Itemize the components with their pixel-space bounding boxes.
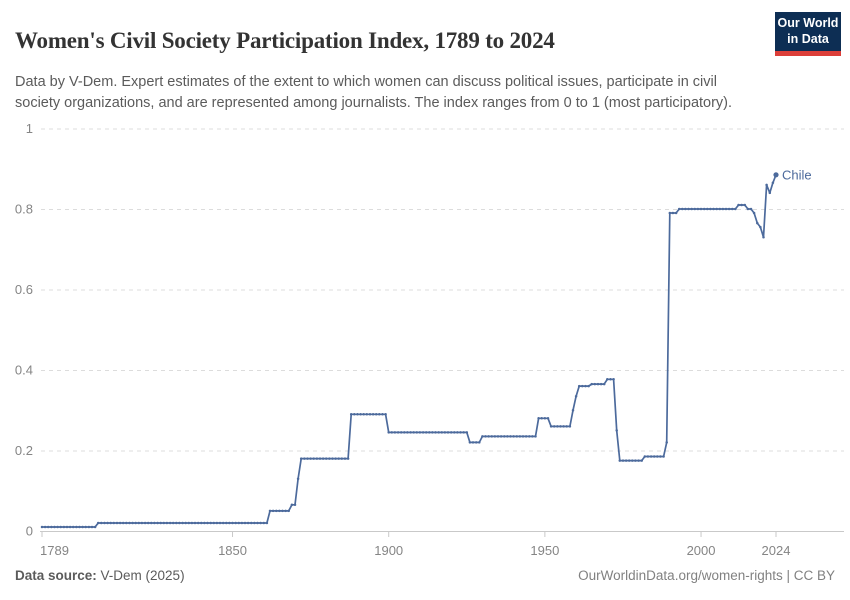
data-source: Data source: V-Dem (2025) bbox=[15, 568, 185, 583]
y-tick-label: 0.8 bbox=[15, 202, 33, 217]
owid-logo[interactable]: Our World in Data bbox=[775, 12, 841, 57]
data-source-value: V-Dem (2025) bbox=[96, 568, 185, 583]
footer-link[interactable]: OurWorldinData.org/women-rights | CC BY bbox=[578, 568, 835, 583]
x-tick-label: 2000 bbox=[687, 543, 716, 558]
chile-end-dot[interactable] bbox=[773, 172, 779, 178]
x-tick-label: 2024 bbox=[762, 543, 791, 558]
gridlines bbox=[40, 128, 844, 537]
chile-line-markers bbox=[40, 173, 778, 529]
y-tick-label: 0.2 bbox=[15, 443, 33, 458]
chart-subtitle: Data by V-Dem. Expert estimates of the e… bbox=[15, 73, 733, 112]
x-tick-label: 1850 bbox=[218, 543, 247, 558]
series-chile[interactable]: Chile bbox=[40, 167, 812, 529]
x-axis-labels: 1789 1850 1900 1950 2000 2024 bbox=[40, 543, 790, 558]
owid-logo-red-bar bbox=[775, 51, 841, 57]
chart-footer: Data source: V-Dem (2025) OurWorldinData… bbox=[15, 568, 835, 583]
page-title: Women's Civil Society Participation Inde… bbox=[15, 28, 555, 54]
owid-logo-line1: Our World bbox=[777, 16, 839, 30]
x-tick-label: 1950 bbox=[530, 543, 559, 558]
y-tick-label: 0 bbox=[26, 524, 33, 539]
entity-label-chile[interactable]: Chile bbox=[782, 167, 812, 182]
owid-logo-line2: in Data bbox=[787, 31, 829, 46]
y-axis-labels: 0 0.2 0.4 0.6 0.8 1 bbox=[15, 121, 33, 539]
x-tick-label: 1789 bbox=[40, 543, 69, 558]
owid-logo-text: Our World in Data bbox=[775, 12, 841, 52]
y-tick-label: 0.6 bbox=[15, 282, 33, 297]
y-tick-label: 0.4 bbox=[15, 363, 33, 378]
x-tick-label: 1900 bbox=[374, 543, 403, 558]
chile-line[interactable] bbox=[41, 173, 777, 528]
y-tick-label: 1 bbox=[26, 121, 33, 136]
data-source-label: Data source: bbox=[15, 568, 97, 583]
